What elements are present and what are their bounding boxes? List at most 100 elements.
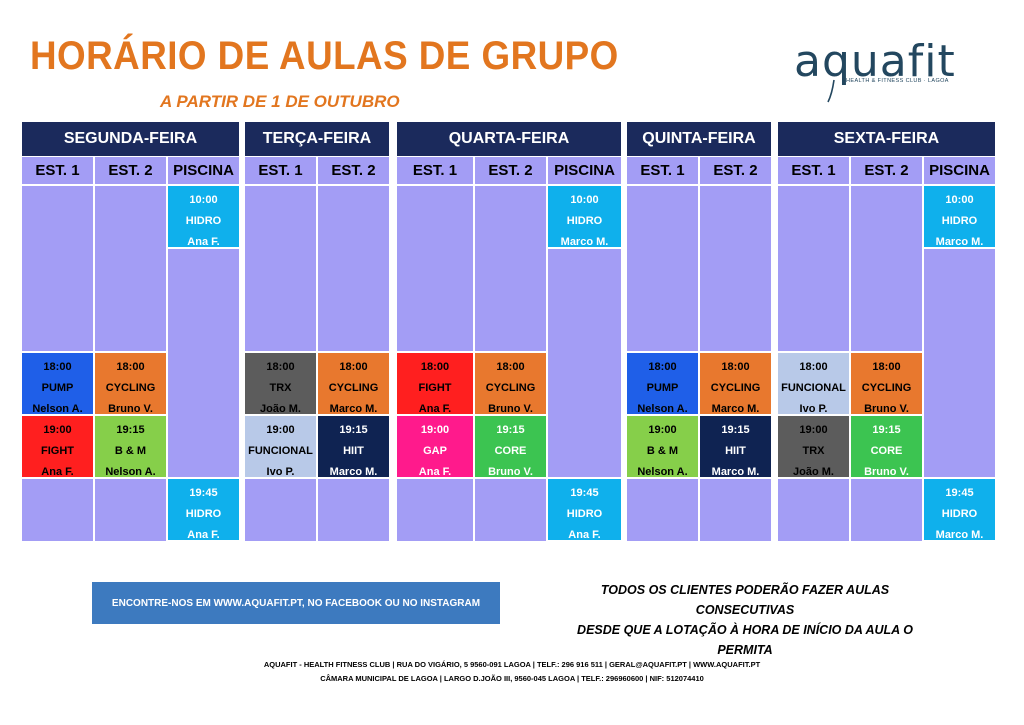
class-name: HIIT [343, 445, 364, 457]
logo-swoosh-icon [827, 79, 835, 103]
class-block[interactable]: 19:15 HIIT Marco M. [700, 416, 771, 478]
class-name: HIIT [725, 445, 746, 457]
consecutive-classes-note: TODOS OS CLIENTES PODERÃO FAZER AULAS CO… [560, 580, 930, 660]
class-time: 18:00 [266, 361, 295, 373]
class-block[interactable]: 10:00 HIDRO Marco M. [548, 186, 621, 248]
class-block[interactable]: 18:00 PUMP Nelson A. [627, 353, 698, 415]
class-time: 18:00 [648, 361, 677, 373]
class-name: CORE [494, 445, 527, 457]
class-block[interactable]: 18:00 CYCLING Bruno V. [475, 353, 546, 415]
page-subtitle: A PARTIR DE 1 DE OUTUBRO [160, 92, 400, 111]
empty-slot [924, 249, 995, 477]
class-time: 19:15 [872, 424, 901, 436]
class-instructor: João M. [260, 403, 301, 415]
class-instructor: Ana F. [187, 529, 220, 541]
class-name: TRX [269, 382, 292, 394]
footer-line-1: AQUAFIT - HEALTH FITNESS CLUB | RUA DO V… [263, 660, 761, 669]
class-instructor: Ivo P. [799, 403, 828, 415]
empty-slot [22, 479, 93, 541]
page-title: HORÁRIO DE AULAS DE GRUPO [30, 34, 619, 78]
class-block[interactable]: 19:45 HIDRO Marco M. [924, 479, 995, 541]
class-time: 18:00 [496, 361, 525, 373]
class-time: 19:00 [648, 424, 677, 436]
class-instructor: Ana F. [41, 466, 74, 478]
class-time: 18:00 [872, 361, 901, 373]
class-instructor: Bruno V. [108, 403, 153, 415]
empty-slot [245, 186, 316, 351]
class-block[interactable]: 19:45 HIDRO Ana F. [168, 479, 239, 541]
empty-slot [475, 186, 546, 351]
class-instructor: Marco M. [711, 466, 760, 478]
class-instructor: Ana F. [187, 236, 220, 248]
class-name: GAP [423, 445, 447, 457]
column-header: EST. 2 [475, 157, 546, 184]
class-instructor: Nelson A. [32, 403, 83, 415]
day-header: QUARTA-FEIRA [397, 122, 621, 156]
class-block[interactable]: 19:15 HIIT Marco M. [318, 416, 389, 478]
class-block[interactable]: 18:00 CYCLING Marco M. [318, 353, 389, 415]
day-header: TERÇA-FEIRA [245, 122, 389, 156]
class-block[interactable]: 10:00 HIDRO Marco M. [924, 186, 995, 248]
class-block[interactable]: 19:15 CORE Bruno V. [851, 416, 922, 478]
class-instructor: Marco M. [711, 403, 760, 415]
class-instructor: Bruno V. [864, 403, 909, 415]
class-instructor: Nelson A. [637, 403, 688, 415]
class-time: 18:00 [420, 361, 450, 373]
column-header: EST. 2 [851, 157, 922, 184]
column-header: EST. 2 [700, 157, 771, 184]
class-name: FUNCIONAL [248, 445, 313, 457]
class-time: 19:45 [945, 487, 974, 499]
class-time: 19:45 [570, 487, 599, 499]
logo-wordmark: aquafit [794, 36, 956, 87]
class-block[interactable]: 18:00 CYCLING Marco M. [700, 353, 771, 415]
empty-slot [168, 249, 239, 477]
class-instructor: Marco M. [329, 403, 378, 415]
class-instructor: Bruno V. [864, 466, 909, 478]
day-header: QUINTA-FEIRA [627, 122, 771, 156]
empty-slot [627, 479, 698, 541]
column-header: EST. 1 [627, 157, 698, 184]
empty-slot [700, 186, 771, 351]
class-name: PUMP [646, 382, 679, 394]
empty-slot [95, 186, 166, 351]
footer-contacts: AQUAFIT - HEALTH FITNESS CLUB | RUA DO V… [100, 658, 924, 686]
class-name: CYCLING [328, 382, 379, 394]
empty-slot [318, 186, 389, 351]
class-instructor: Ana F. [418, 403, 452, 415]
class-instructor: Nelson A. [637, 466, 688, 478]
column-header: EST. 1 [22, 157, 93, 184]
social-banner[interactable]: ENCONTRE-NOS EM WWW.AQUAFIT.PT, NO FACEB… [92, 582, 500, 624]
class-name: PUMP [41, 382, 74, 394]
class-block[interactable]: 19:15 CORE Bruno V. [475, 416, 546, 478]
class-block[interactable]: 19:15 B & M Nelson A. [95, 416, 166, 478]
class-block[interactable]: 19:00 GAP Ana F. [397, 416, 473, 478]
class-block[interactable]: 19:00 FIGHT Ana F. [22, 416, 93, 478]
aquafit-logo: aquafit HEALTH & FITNESS CLUB · LAGOA [790, 36, 980, 106]
class-block[interactable]: 18:00 FIGHT Ana F. [397, 353, 473, 415]
column-header: EST. 1 [778, 157, 849, 184]
class-name: CYCLING [710, 382, 761, 394]
class-instructor: Nelson A. [105, 466, 156, 478]
class-name: CYCLING [485, 382, 536, 394]
class-block[interactable]: 18:00 FUNCIONAL Ivo P. [778, 353, 849, 415]
class-block[interactable]: 18:00 CYCLING Bruno V. [851, 353, 922, 415]
class-block[interactable]: 18:00 TRX João M. [245, 353, 316, 415]
class-name: TRX [802, 445, 825, 457]
class-block[interactable]: 19:45 HIDRO Ana F. [548, 479, 621, 541]
empty-slot [700, 479, 771, 541]
class-name: B & M [114, 445, 147, 457]
class-time: 10:00 [570, 194, 599, 206]
class-block[interactable]: 19:00 B & M Nelson A. [627, 416, 698, 478]
class-block[interactable]: 18:00 CYCLING Bruno V. [95, 353, 166, 415]
empty-slot [548, 249, 621, 477]
class-time: 18:00 [799, 361, 828, 373]
class-block[interactable]: 19:00 FUNCIONAL Ivo P. [245, 416, 316, 478]
class-block[interactable]: 10:00 HIDRO Ana F. [168, 186, 239, 248]
empty-slot [318, 479, 389, 541]
empty-slot [475, 479, 546, 541]
day-header: SEGUNDA-FEIRA [22, 122, 239, 156]
class-block[interactable]: 18:00 PUMP Nelson A. [22, 353, 93, 415]
column-header: PISCINA [924, 157, 995, 184]
empty-slot [851, 479, 922, 541]
class-block[interactable]: 19:00 TRX João M. [778, 416, 849, 478]
